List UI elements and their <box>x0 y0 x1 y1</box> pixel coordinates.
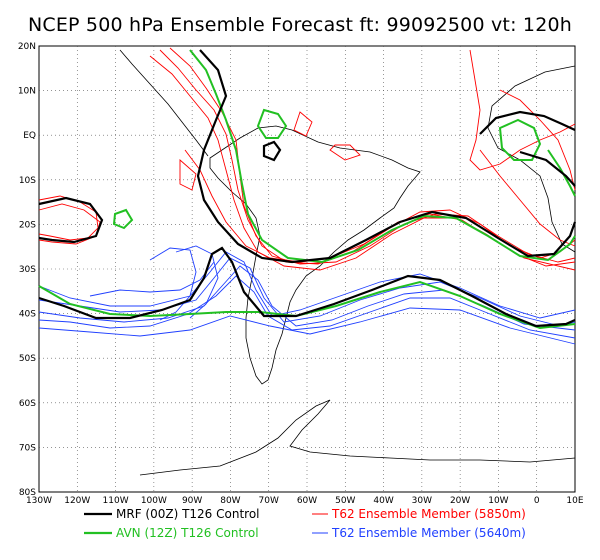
avn-control-5850-line <box>547 149 576 197</box>
lon-tick-label: 10W <box>488 496 508 506</box>
south-america-coastline <box>209 125 421 385</box>
central-america-coastline <box>119 49 209 157</box>
ens-5640-line <box>38 307 576 345</box>
legend-label: T62 Ensemble Member (5850m) <box>331 507 526 521</box>
mrf-control-5850-line <box>38 196 104 244</box>
mrf-control-5850-line <box>519 150 576 187</box>
lat-tick-label: 30S <box>19 265 36 275</box>
avn-control-loop <box>256 108 288 139</box>
ensemble-5640-contours <box>38 245 576 345</box>
legend-label: AVN (12Z) T126 Control <box>116 526 259 540</box>
lon-tick-label: 60W <box>297 496 317 506</box>
lat-tick-label: 20S <box>19 220 36 230</box>
lat-tick-label: 80S <box>19 488 36 498</box>
lon-tick-label: 70W <box>259 496 279 506</box>
ens-5640-line <box>175 245 219 319</box>
avn-control-5850-line <box>189 49 576 264</box>
ens-5640-line <box>149 247 197 321</box>
ens-5850-line <box>469 49 576 171</box>
ens-5640-line <box>89 261 215 297</box>
lon-tick-label: 100W <box>141 496 167 506</box>
lon-tick-label: 110W <box>103 496 129 506</box>
lat-tick-label: 10S <box>19 176 36 186</box>
lon-tick-label: 80W <box>220 496 240 506</box>
ens-5850-line <box>499 89 576 191</box>
mrf-control-5850-line <box>479 110 576 135</box>
legend-label: T62 Ensemble Member (5640m) <box>331 526 526 540</box>
mrf-control-loop <box>262 140 282 162</box>
mrf-control-5640-line <box>38 246 576 328</box>
avn-control-5850-line <box>498 118 542 161</box>
lon-tick-label: 10E <box>566 496 583 506</box>
mrf-control-5850-line <box>196 49 577 264</box>
lon-tick-label: 30W <box>412 496 432 506</box>
ens-5850-line <box>479 149 576 247</box>
lon-tick-label: 20W <box>450 496 470 506</box>
ens-5850-line <box>329 144 361 161</box>
lon-tick-label: 120W <box>64 496 90 506</box>
ens-5850-line <box>293 111 313 137</box>
lat-tick-label: 50S <box>19 354 36 364</box>
ens-5850-line <box>179 159 197 191</box>
coastlines <box>119 49 576 476</box>
lon-tick-label: 90W <box>182 496 202 506</box>
map-title: NCEP 500 hPa Ensemble Forecast ft: 99092… <box>27 14 573 36</box>
lon-tick-label: 0 <box>534 496 540 506</box>
lat-tick-label: EQ <box>23 131 36 141</box>
antarctic-coastline <box>139 399 576 476</box>
lon-tick-label: 40W <box>373 496 393 506</box>
lat-tick-label: 60S <box>19 399 36 409</box>
legend-label: MRF (00Z) T126 Control <box>116 507 260 521</box>
lat-tick-label: 70S <box>19 443 36 453</box>
avn-control-loop <box>112 208 134 230</box>
map-legend: MRF (00Z) T126 Control AVN (12Z) T126 Con… <box>84 507 526 540</box>
lon-tick-label: 50W <box>335 496 355 506</box>
lat-tick-label: 40S <box>19 310 36 320</box>
lon-tick-label: 130W <box>26 496 52 506</box>
ens-5640-line <box>38 251 576 319</box>
axis-tick-labels: 130W 120W 110W 100W 90W 80W 70W 60W 50W 40W 30W 20W… <box>18 42 584 506</box>
lat-tick-label: 20N <box>18 42 36 52</box>
lat-tick-label: 10N <box>18 87 36 97</box>
ens-5640-line <box>38 257 576 327</box>
mrf-control-contours <box>38 49 577 328</box>
